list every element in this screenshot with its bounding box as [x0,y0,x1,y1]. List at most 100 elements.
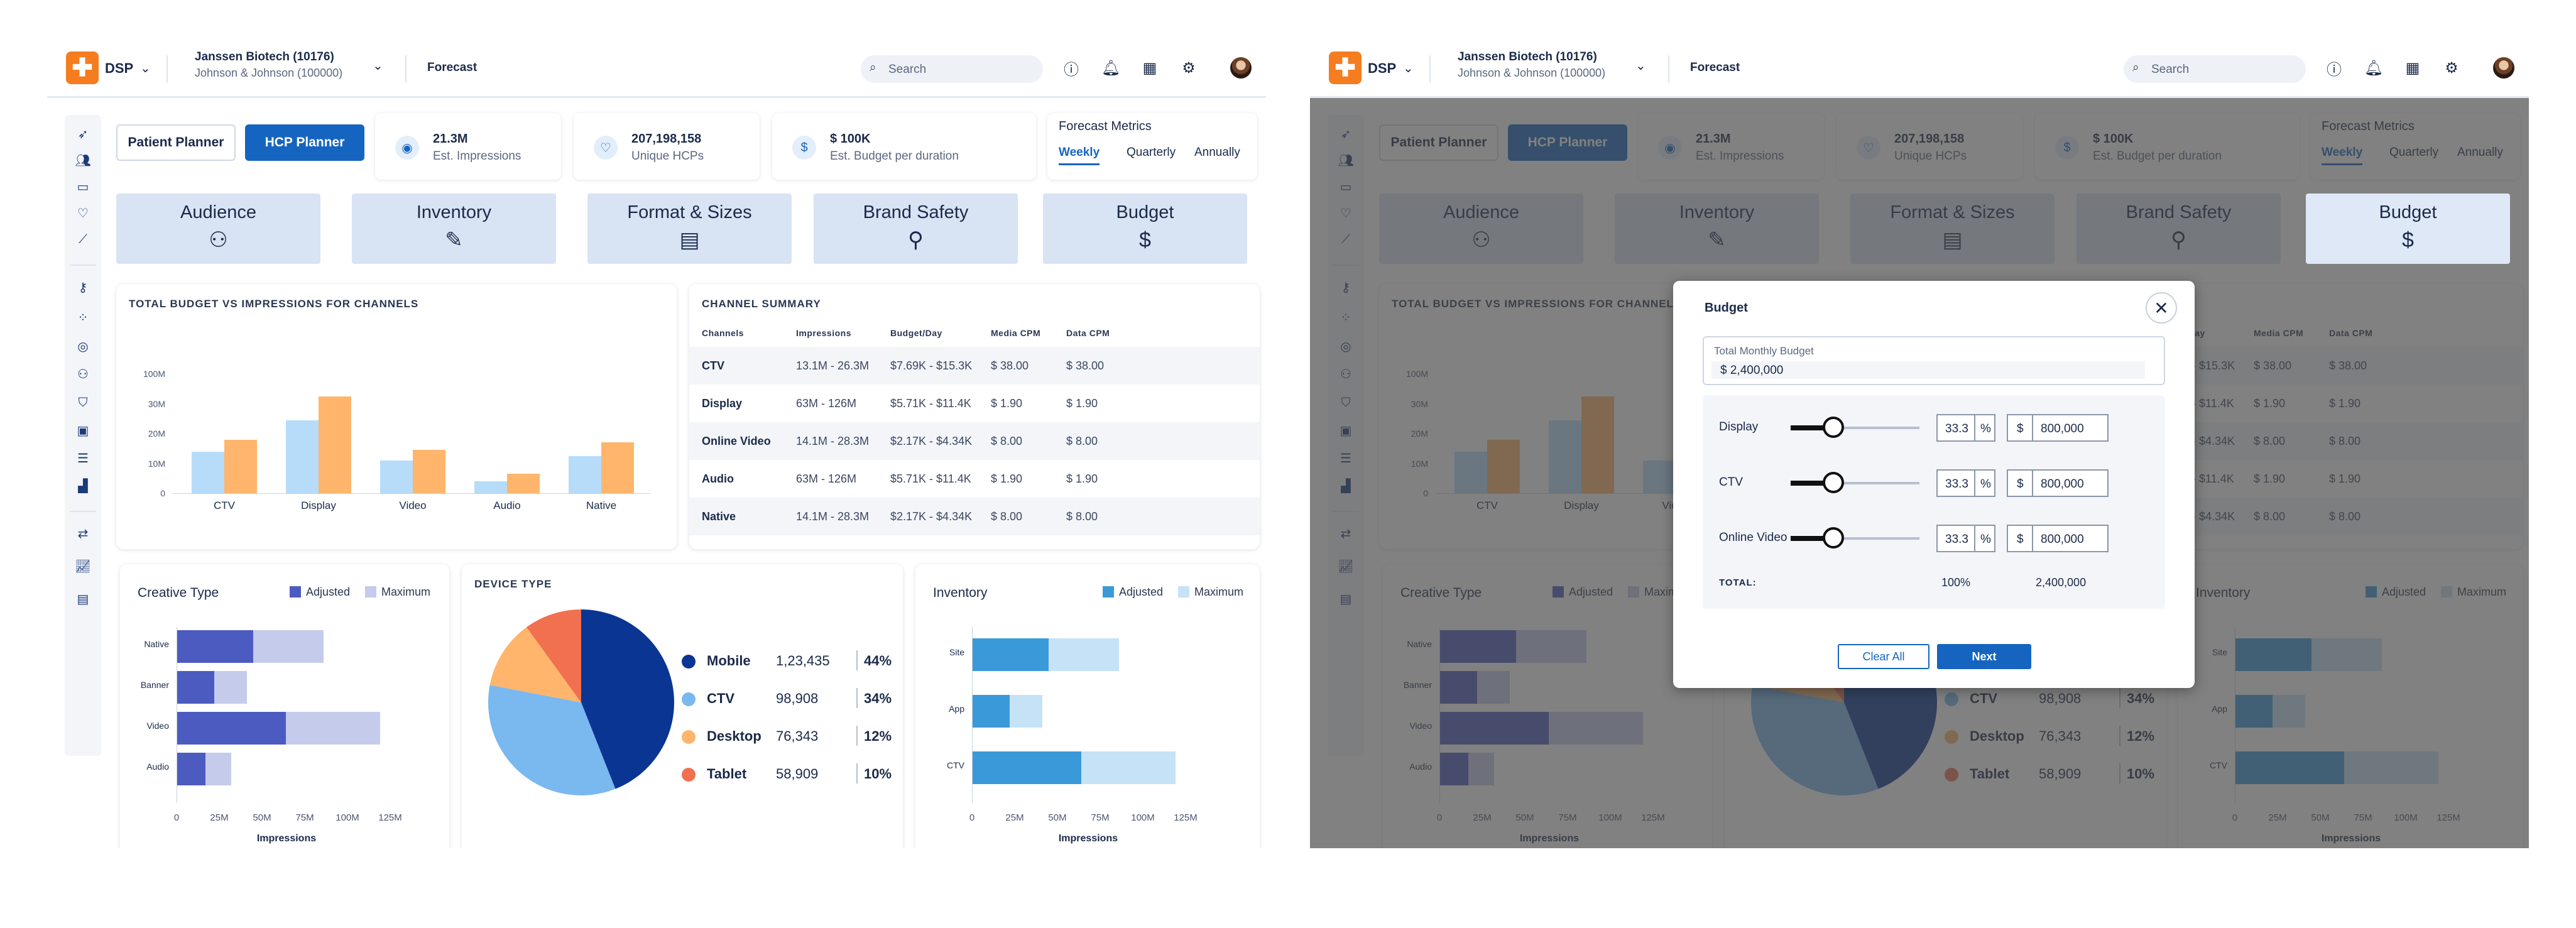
tab-weekly[interactable]: Weekly [1059,146,1100,165]
amount-input[interactable]: $800,000 [2007,525,2109,552]
forecast-metrics: Forecast Metrics Weekly Quarterly Annual… [1047,113,1257,180]
search-input[interactable]: ⌕ Search [861,55,1043,83]
table-row: Native 14.1M - 28.3M $2.17K - $4.34K $ 8.00… [689,498,1260,535]
search-input[interactable]: ⌕ Search [2124,55,2306,83]
bar-adjusted-site [972,638,1049,671]
chart-bar-ctv-s0 [192,451,224,493]
eye-icon: ◉ [395,136,419,160]
search-icon: ⌕ [870,61,876,74]
table-cell: 14.1M - 28.3M [796,435,870,447]
stethoscope-icon[interactable]: ♡ [77,206,89,221]
percent-input[interactable]: 33.3% [1936,414,1995,442]
table-cell: Display [702,397,743,410]
percent-input[interactable]: 33.3% [1936,469,1995,497]
chevron-down-icon[interactable]: ⌄ [1403,62,1414,75]
format-icon: ▤ [679,228,700,252]
dsp-logo-icon: ✚ [1329,52,1362,84]
total-budget-value[interactable]: $ 2,400,000 [1711,361,2145,379]
table-cell: $ 1.90 [991,397,1023,410]
legend-swatch [1178,586,1189,598]
chevron-down-icon[interactable]: ⌄ [140,62,151,75]
patient-planner-button[interactable]: Patient Planner [116,124,236,161]
slider-track[interactable] [1791,482,1919,484]
audience-icon: ⚇ [209,228,228,252]
key-icon[interactable]: ⚷ [78,280,88,295]
bell-icon[interactable]: 🔔︎ [2364,59,2384,77]
users-icon[interactable]: 👥︎ [75,153,91,168]
calendar-icon[interactable]: ▦ [2405,59,2420,77]
x-tick-label: 125M [378,812,402,823]
calendar-icon[interactable]: ▦ [1142,59,1157,77]
slider-handle[interactable] [1823,417,1844,438]
amount-input[interactable]: $800,000 [2007,414,2109,442]
legend-dot [682,768,696,782]
table-cell: $ 1.90 [991,472,1023,485]
total-budget-field[interactable]: Total Monthly Budget $ 2,400,000 [1703,336,2165,385]
top-bar: ✚ DSP ⌄ Janssen Biotech (10176) Johnson … [1310,50,2529,98]
target-icon[interactable]: ◎ [77,339,89,354]
y-category-label: Audio [146,762,169,772]
category-budget[interactable]: Budget $ [1043,194,1247,264]
x-tick-label: 75M [1091,812,1110,823]
list-icon[interactable]: ☰ [77,451,89,466]
y-axis-line [972,627,973,803]
next-button[interactable]: Next [1937,644,2031,669]
trend-icon[interactable]: ⟋ [79,232,87,246]
message-icon[interactable]: ▤ [77,592,89,606]
id-card-icon[interactable]: ▭ [77,180,89,194]
analytics-icon[interactable]: ▟ [78,479,88,493]
chevron-down-icon[interactable]: ⌄ [373,59,383,73]
brand-safety-icon: ⚲ [908,228,924,252]
category-label: Budget [2379,202,2437,222]
metric-card-hcps: ♡ 207,198,158 Unique HCPs [574,113,760,180]
hcp-planner-button[interactable]: HCP Planner [245,124,364,161]
tab-annually[interactable]: Annually [1194,146,1240,159]
account-name[interactable]: Janssen Biotech (10176) [195,50,334,63]
close-icon[interactable]: ✕ [2146,292,2177,324]
clear-all-button[interactable]: Clear All [1838,644,1929,669]
separator [856,763,858,783]
category-budget[interactable]: Budget $ [2306,194,2510,264]
table-header: Budget/Day [890,328,942,338]
inventory-panel: Inventory Adjusted Maximum Impressions S… [915,564,1260,848]
gear-icon[interactable]: ⚙ [2445,59,2459,77]
chart-bar-display-s0 [286,420,319,493]
pin-icon[interactable]: ➶ [77,127,89,141]
table-cell: $ 8.00 [991,435,1023,447]
channel-label: Display [1719,420,1759,434]
chevron-down-icon[interactable]: ⌄ [1635,59,1646,73]
slider-handle[interactable] [1823,472,1844,493]
percent-input[interactable]: 33.3% [1936,525,1995,552]
category-inventory[interactable]: Inventory ✎ [352,194,556,264]
x-tick-label: Audio [493,499,521,511]
shield-icon[interactable]: ⛉ [78,395,88,410]
percent-value: 33.3 [1945,422,1968,435]
amount-value: 800,000 [2041,533,2084,546]
bell-icon[interactable]: 🔔︎ [1101,59,1121,77]
amount-input[interactable]: $800,000 [2007,469,2109,497]
avatar[interactable] [2493,57,2514,79]
allocation-row: CTV 33.3% $800,000 [1703,464,2165,502]
avatar[interactable] [1230,57,1252,79]
tab-quarterly[interactable]: Quarterly [1127,146,1176,159]
slider-track[interactable] [1791,537,1919,540]
category-brand-safety[interactable]: Brand Safety ⚲ [814,194,1018,264]
nodes-icon[interactable]: ⁘ [77,310,89,325]
swap-icon[interactable]: ⇄ [77,527,89,541]
bar-adjusted-audio [177,753,206,785]
chat-icon[interactable]: ▣ [77,423,89,438]
group-icon[interactable]: ⚇ [77,367,89,381]
amount-value: 800,000 [2041,422,2084,435]
y-category-label: Native [144,639,169,649]
device-percent: 10% [864,766,892,782]
gear-icon[interactable]: ⚙ [1182,59,1196,77]
category-audience[interactable]: Audience ⚇ [116,194,320,264]
help-icon[interactable]: ⓘ [1064,61,1079,79]
slider-handle[interactable] [1823,527,1844,549]
category-format-sizes[interactable]: Format & Sizes ▤ [587,194,792,264]
separator [1974,526,1975,551]
line-chart-icon[interactable]: 📈︎ [75,559,91,574]
slider-track[interactable] [1791,427,1919,429]
help-icon[interactable]: ⓘ [2327,61,2342,79]
account-name[interactable]: Janssen Biotech (10176) [1458,50,1597,63]
